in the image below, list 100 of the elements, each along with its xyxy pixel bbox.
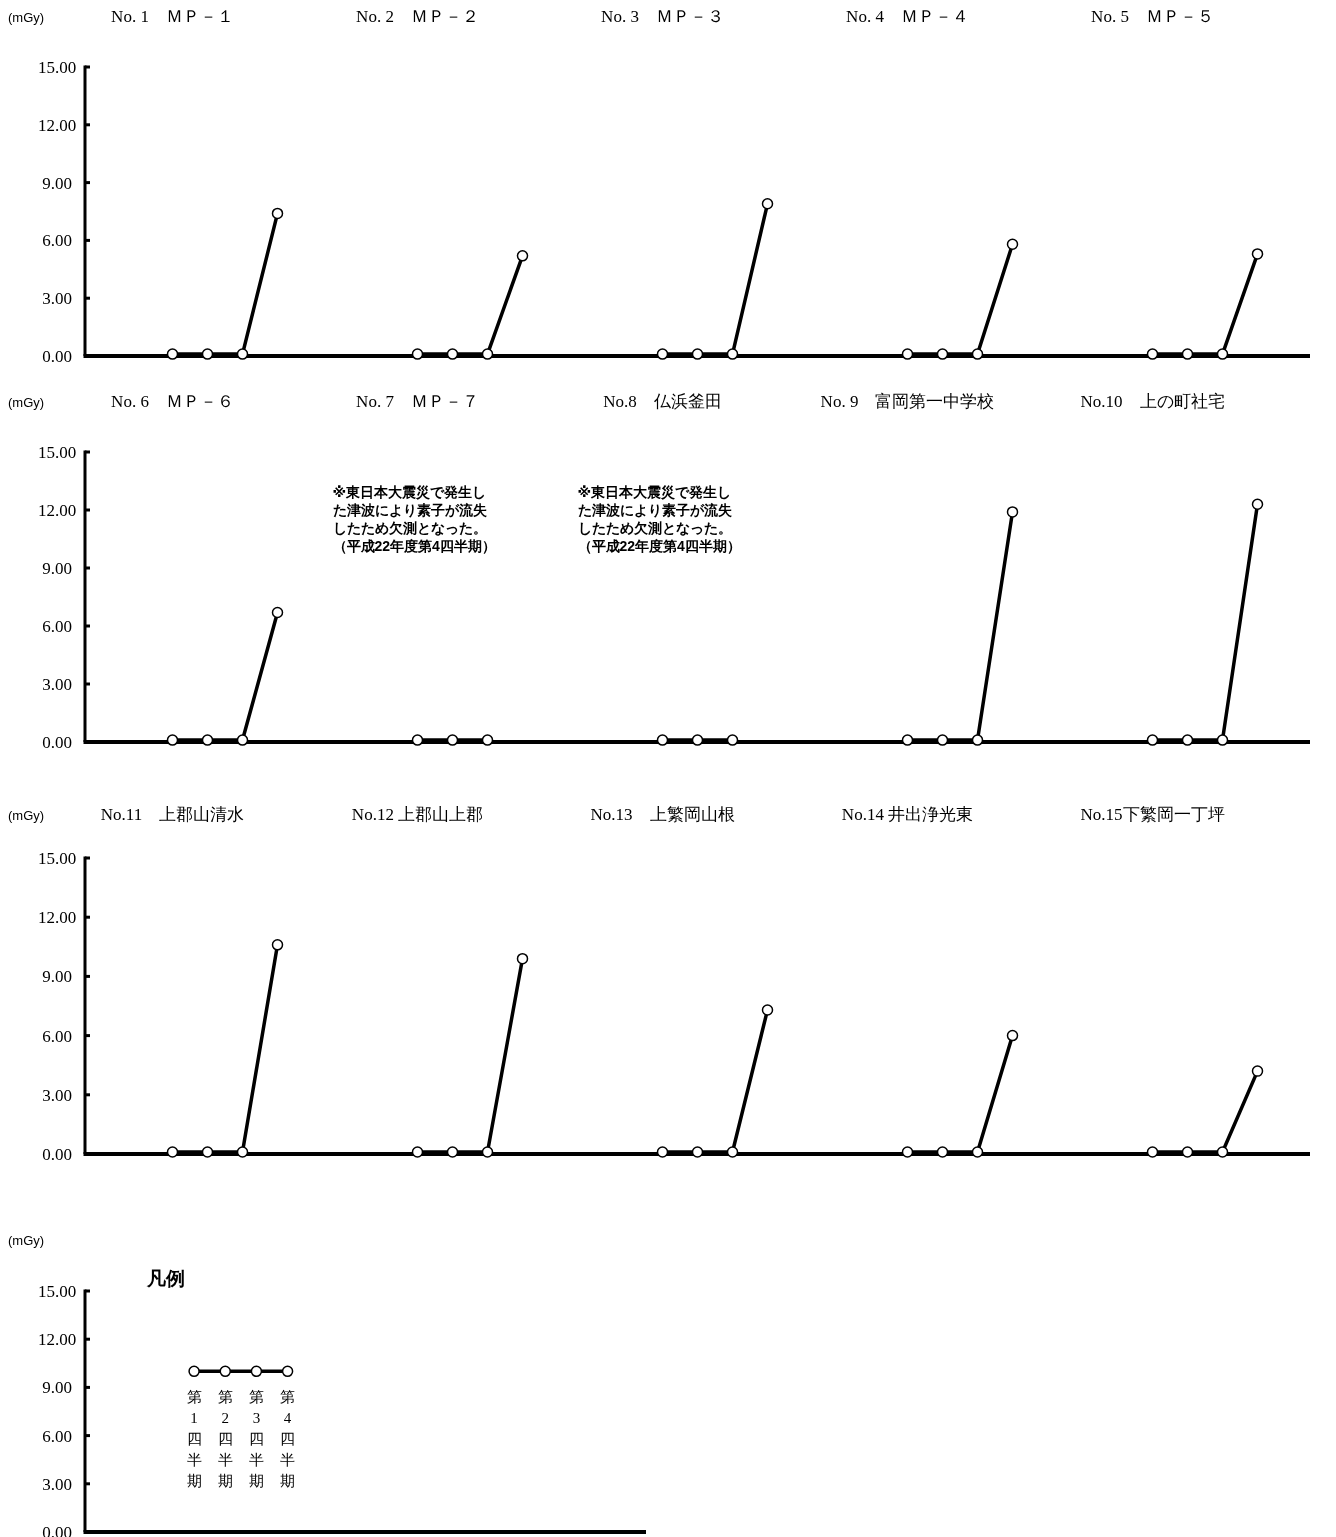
x-tick-label: No. 6 ＭＰ－６ bbox=[111, 392, 234, 411]
y-tick-label: 15.00 bbox=[37, 58, 77, 77]
point bbox=[166, 348, 179, 360]
point bbox=[516, 250, 529, 262]
y-axis-title: (mGy) bbox=[8, 808, 45, 823]
point bbox=[481, 734, 494, 746]
point bbox=[1146, 1146, 1159, 1158]
x-tick-label: No.11 上郡山清水 bbox=[100, 805, 245, 824]
y-tick-label: 12.00 bbox=[37, 501, 77, 520]
y-axis-title: (mGy) bbox=[8, 1233, 45, 1248]
point bbox=[936, 348, 949, 360]
x-tick-label: No. 2 ＭＰ－２ bbox=[356, 7, 479, 26]
point bbox=[901, 1146, 914, 1158]
y-tick-label: 15.00 bbox=[37, 1282, 77, 1301]
point bbox=[271, 606, 284, 619]
point bbox=[1251, 248, 1264, 260]
point bbox=[271, 939, 284, 951]
point bbox=[516, 952, 529, 965]
point bbox=[1216, 348, 1229, 360]
point bbox=[726, 734, 739, 746]
point bbox=[166, 734, 179, 746]
point bbox=[446, 348, 459, 360]
y-tick-label: 9.00 bbox=[42, 1378, 72, 1398]
x-tick-label: No.8 仏浜釜田 bbox=[603, 392, 722, 411]
y-tick-label: 6.00 bbox=[42, 1026, 72, 1046]
point bbox=[1006, 238, 1019, 250]
x-tick-label: 第3四半期 bbox=[248, 1388, 264, 1489]
point bbox=[201, 348, 214, 360]
point bbox=[1216, 734, 1229, 746]
x-tick-label: No. 4 ＭＰ－４ bbox=[846, 7, 969, 26]
annotation: ※東日本大震災で発生した津波により素子が流失したため欠測となった。（平成22年度第4四半期） bbox=[577, 484, 741, 554]
point bbox=[971, 734, 984, 746]
y-tick-label: 12.00 bbox=[37, 115, 77, 135]
point bbox=[481, 348, 494, 360]
point bbox=[411, 348, 424, 360]
x-tick-label: 第4四半期 bbox=[280, 1388, 296, 1489]
point bbox=[236, 1146, 249, 1158]
x-tick-label: No.13 上繁岡山根 bbox=[590, 805, 735, 824]
x-tick-label: No. 1 ＭＰ－１ bbox=[111, 7, 234, 26]
point bbox=[1181, 1146, 1194, 1158]
x-tick-label: No. 5 ＭＰ－５ bbox=[1091, 7, 1214, 26]
point bbox=[901, 734, 914, 746]
point bbox=[691, 1146, 704, 1158]
point bbox=[1006, 1029, 1019, 1042]
x-tick-label: No.10 上の町社宅 bbox=[1080, 392, 1225, 411]
point bbox=[656, 734, 669, 746]
point bbox=[481, 1146, 494, 1158]
point bbox=[656, 1146, 669, 1158]
y-tick-label: 15.00 bbox=[37, 443, 77, 462]
y-tick-label: 12.00 bbox=[37, 908, 77, 928]
point bbox=[761, 1004, 774, 1016]
y-tick-label: 9.00 bbox=[42, 967, 72, 987]
point bbox=[236, 734, 249, 746]
x-tick-label: No. 7 ＭＰ－７ bbox=[356, 392, 479, 411]
point bbox=[1251, 498, 1264, 510]
point bbox=[1216, 1146, 1229, 1158]
chart-title: 凡例 bbox=[146, 1268, 185, 1289]
point bbox=[971, 348, 984, 360]
x-tick-label: No. 9 富岡第一中学校 bbox=[820, 392, 995, 411]
point bbox=[761, 198, 774, 210]
y-tick-label: 9.00 bbox=[42, 559, 72, 578]
point bbox=[936, 734, 949, 746]
point bbox=[1251, 1065, 1264, 1077]
x-tick-label: No.12 上郡山上郡 bbox=[351, 805, 484, 824]
point bbox=[1146, 348, 1159, 360]
point bbox=[201, 734, 214, 746]
point bbox=[1146, 734, 1159, 746]
point bbox=[1006, 506, 1019, 518]
point bbox=[446, 1146, 459, 1158]
y-tick-label: 0.00 bbox=[42, 347, 72, 366]
point bbox=[236, 348, 249, 360]
y-axis-title: (mGy) bbox=[8, 395, 45, 410]
point bbox=[936, 1146, 949, 1158]
y-tick-label: 0.00 bbox=[42, 733, 72, 752]
x-tick-label: No. 3 ＭＰ－３ bbox=[601, 7, 724, 26]
y-tick-label: 3.00 bbox=[42, 1085, 72, 1105]
annotation: ※東日本大震災で発生した津波により素子が流失したため欠測となった。（平成22年度第4四半期） bbox=[332, 484, 496, 554]
point bbox=[166, 1146, 179, 1158]
point bbox=[271, 207, 284, 220]
y-tick-label: 3.00 bbox=[42, 289, 72, 309]
point bbox=[1181, 348, 1194, 360]
point bbox=[726, 1146, 739, 1158]
point bbox=[901, 348, 914, 360]
point bbox=[1181, 734, 1194, 746]
y-tick-label: 0.00 bbox=[42, 1145, 72, 1164]
point bbox=[971, 1146, 984, 1158]
point bbox=[411, 1146, 424, 1158]
x-tick-label: 第2四半期 bbox=[217, 1388, 233, 1489]
point bbox=[691, 734, 704, 746]
y-tick-label: 6.00 bbox=[42, 231, 72, 251]
point bbox=[726, 348, 739, 360]
x-tick-label: No.15下繁岡一丁坪 bbox=[1080, 805, 1225, 824]
point bbox=[656, 348, 669, 360]
y-axis-title: (mGy) bbox=[8, 10, 45, 25]
y-tick-label: 15.00 bbox=[37, 849, 77, 868]
y-tick-label: 12.00 bbox=[37, 1330, 77, 1350]
x-tick-label: No.14 井出浄光東 bbox=[841, 805, 974, 824]
point bbox=[446, 734, 459, 746]
y-tick-label: 6.00 bbox=[42, 617, 72, 636]
x-tick-label: 第1四半期 bbox=[186, 1388, 202, 1489]
